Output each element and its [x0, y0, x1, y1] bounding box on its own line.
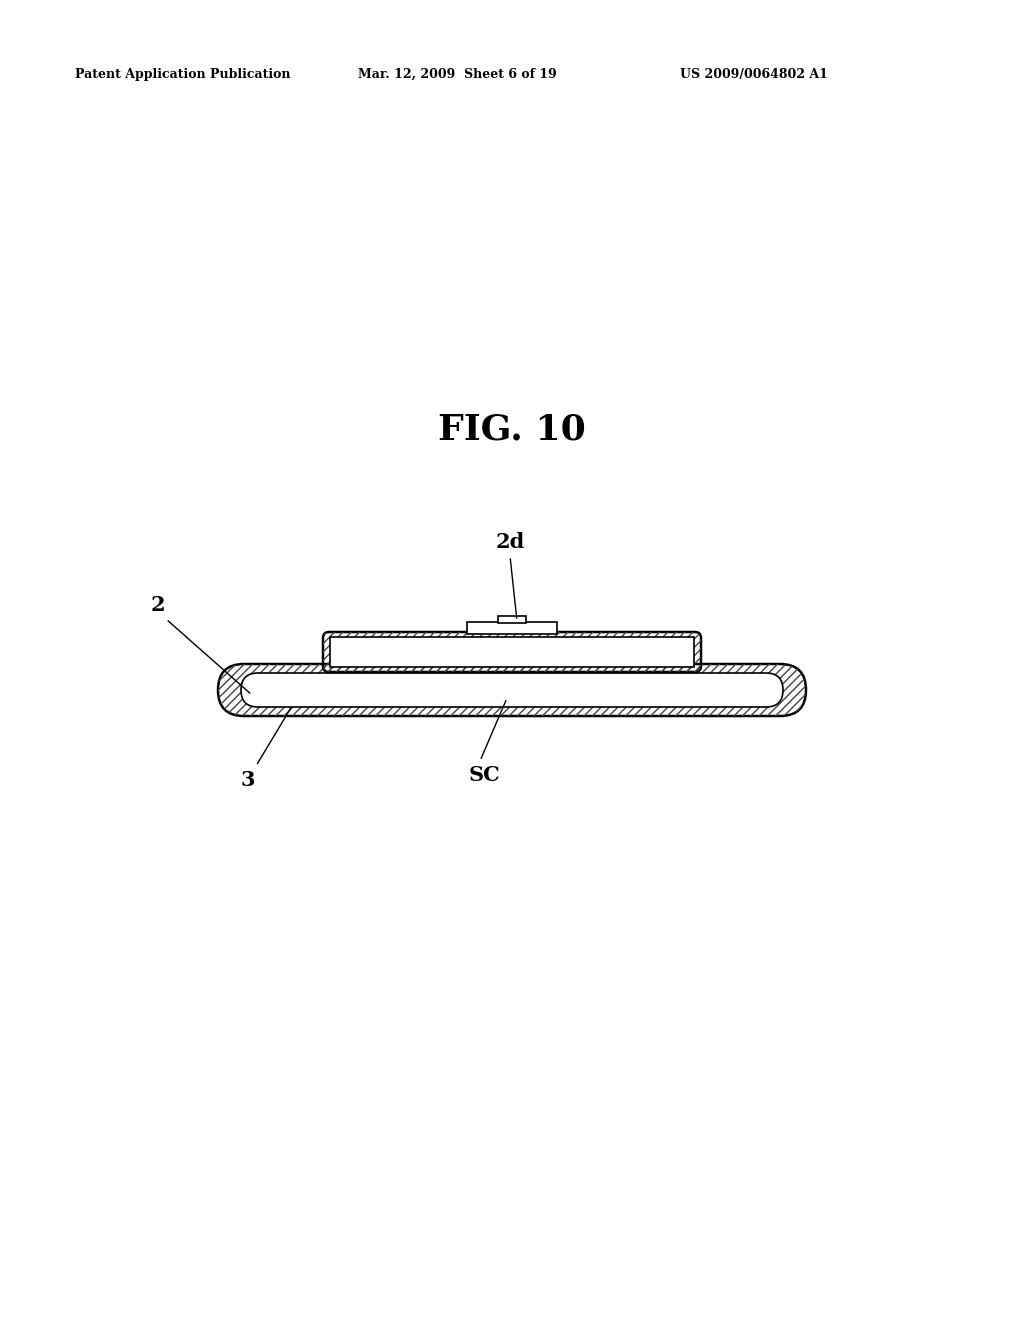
Bar: [330, 638, 694, 667]
Text: SC: SC: [469, 766, 501, 785]
FancyBboxPatch shape: [241, 673, 783, 708]
Text: Patent Application Publication: Patent Application Publication: [75, 69, 291, 81]
Text: 2: 2: [151, 595, 165, 615]
Text: 2d: 2d: [496, 532, 524, 552]
Text: 3: 3: [241, 770, 255, 789]
Bar: [498, 616, 526, 623]
Text: FIG. 10: FIG. 10: [438, 413, 586, 447]
Text: Mar. 12, 2009  Sheet 6 of 19: Mar. 12, 2009 Sheet 6 of 19: [358, 69, 557, 81]
Text: US 2009/0064802 A1: US 2009/0064802 A1: [680, 69, 827, 81]
Bar: [467, 622, 557, 634]
